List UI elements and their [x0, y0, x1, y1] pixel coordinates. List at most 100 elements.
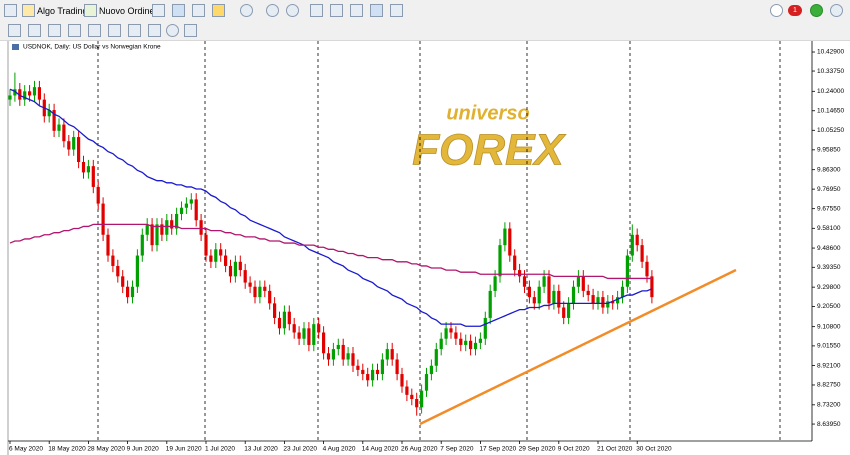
toolbar-icon[interactable]	[68, 24, 81, 37]
toolbar-icon[interactable]	[370, 4, 383, 17]
candle-body	[37, 87, 41, 100]
toolbar-icon[interactable]	[212, 4, 225, 17]
candle-body	[160, 224, 164, 235]
status-icon[interactable]	[810, 4, 823, 17]
x-tick-label: 14 Aug 2020	[362, 446, 399, 453]
y-tick-label: 10.33750	[817, 68, 844, 75]
moving-average	[9, 223, 652, 280]
new-order[interactable]: Nuovo Ordine	[99, 6, 155, 16]
candle-body	[380, 359, 384, 375]
toolbar-icon[interactable]	[266, 4, 279, 17]
y-tick-label: 8.73200	[817, 402, 841, 409]
candle-body	[302, 328, 306, 339]
candle-body	[429, 365, 433, 375]
candle-body	[400, 374, 404, 387]
candle-body	[596, 297, 600, 304]
candle-body	[493, 276, 497, 291]
account-icon[interactable]	[830, 4, 843, 17]
x-tick-label: 9 Jun 2020	[127, 446, 160, 453]
order-icon[interactable]	[84, 4, 97, 17]
toolbar-icon[interactable]	[390, 4, 403, 17]
y-tick-label: 8.82750	[817, 382, 841, 389]
candle-body	[371, 369, 375, 381]
candle-body	[238, 261, 242, 271]
candle-body	[616, 297, 620, 304]
toolbar-icon[interactable]	[8, 24, 21, 37]
algo-icon[interactable]	[22, 4, 35, 17]
y-tick-label: 8.92100	[817, 362, 841, 369]
toolbar-icon[interactable]	[88, 24, 101, 37]
candle-body	[537, 286, 541, 304]
x-tick-label: 21 Oct 2020	[597, 446, 633, 453]
toolbar-icon[interactable]	[330, 4, 343, 17]
toolbar-icon[interactable]	[166, 24, 179, 37]
toolbar-icon[interactable]	[310, 4, 323, 17]
toolbar-icon[interactable]	[286, 4, 299, 17]
toolbar-icon[interactable]	[192, 4, 205, 17]
candle-body	[199, 220, 203, 235]
toolbar-icon[interactable]	[172, 4, 185, 17]
toolbar-icon[interactable]	[240, 4, 253, 17]
candle-body	[209, 255, 213, 262]
candle-body	[307, 328, 311, 345]
toolbar-icon[interactable]	[350, 4, 363, 17]
candle-body	[47, 110, 51, 117]
toolbar-icon[interactable]	[152, 4, 165, 17]
candle-body	[322, 332, 326, 354]
candle-body	[282, 311, 286, 329]
candle-body	[547, 276, 551, 304]
notification-badge[interactable]: 1	[788, 5, 802, 16]
x-tick-label: 17 Sep 2020	[479, 446, 516, 453]
candle-body	[454, 332, 458, 339]
search-icon[interactable]	[770, 4, 783, 17]
candle-body	[424, 374, 429, 391]
candle-body	[473, 342, 478, 350]
candle-body	[326, 353, 331, 360]
y-tick-label: 10.14650	[817, 107, 844, 114]
candle-body	[243, 270, 247, 283]
candle-body	[562, 307, 566, 318]
candle-body	[542, 276, 546, 287]
candle-body	[336, 344, 340, 350]
toolbar-icon[interactable]	[28, 24, 41, 37]
candle-body	[498, 245, 502, 277]
algo-trading[interactable]: Algo Trading	[37, 6, 88, 16]
chart-title: USDNOK, Daily: US Dollar vs Norwegian Kr…	[23, 44, 161, 51]
candle-body	[204, 234, 208, 256]
candle-body	[527, 286, 531, 298]
y-tick-label: 9.58100	[817, 225, 841, 232]
toolbar-icon[interactable]	[128, 24, 141, 37]
candle-body	[434, 349, 438, 366]
x-tick-label: 23 Jul 2020	[283, 446, 317, 453]
candle-body	[224, 255, 228, 266]
candle-body	[312, 324, 316, 345]
trend-line[interactable]	[419, 268, 737, 426]
toolbar-icon[interactable]	[48, 24, 61, 37]
y-tick-label: 10.05250	[817, 127, 844, 134]
candle-body	[620, 286, 625, 298]
y-tick-label: 9.95850	[817, 147, 841, 154]
x-tick-label: 19 Jun 2020	[166, 446, 202, 453]
candle-body	[263, 286, 267, 291]
watermark-main: FOREX	[412, 126, 566, 175]
x-tick-label: 30 Oct 2020	[636, 446, 672, 453]
toolbar-icon[interactable]	[4, 4, 17, 17]
candle-body	[135, 255, 139, 287]
candle-body	[219, 249, 223, 256]
candle-body	[140, 234, 144, 256]
candle-body	[385, 349, 389, 360]
y-tick-label: 9.86300	[817, 166, 841, 173]
y-tick-label: 10.24000	[817, 88, 844, 95]
candle-body	[611, 301, 615, 304]
candle-body	[464, 340, 468, 345]
toolbar-icon[interactable]	[148, 24, 161, 37]
candle-body	[175, 213, 179, 229]
toolbar-icon[interactable]	[108, 24, 121, 37]
candle-body	[8, 95, 12, 100]
candle-body	[591, 295, 595, 304]
candle-body	[155, 224, 159, 246]
toolbar-icon[interactable]	[184, 24, 197, 37]
candle-body	[287, 311, 291, 325]
y-tick-label: 9.10800	[817, 323, 841, 330]
candle-body	[586, 290, 590, 296]
